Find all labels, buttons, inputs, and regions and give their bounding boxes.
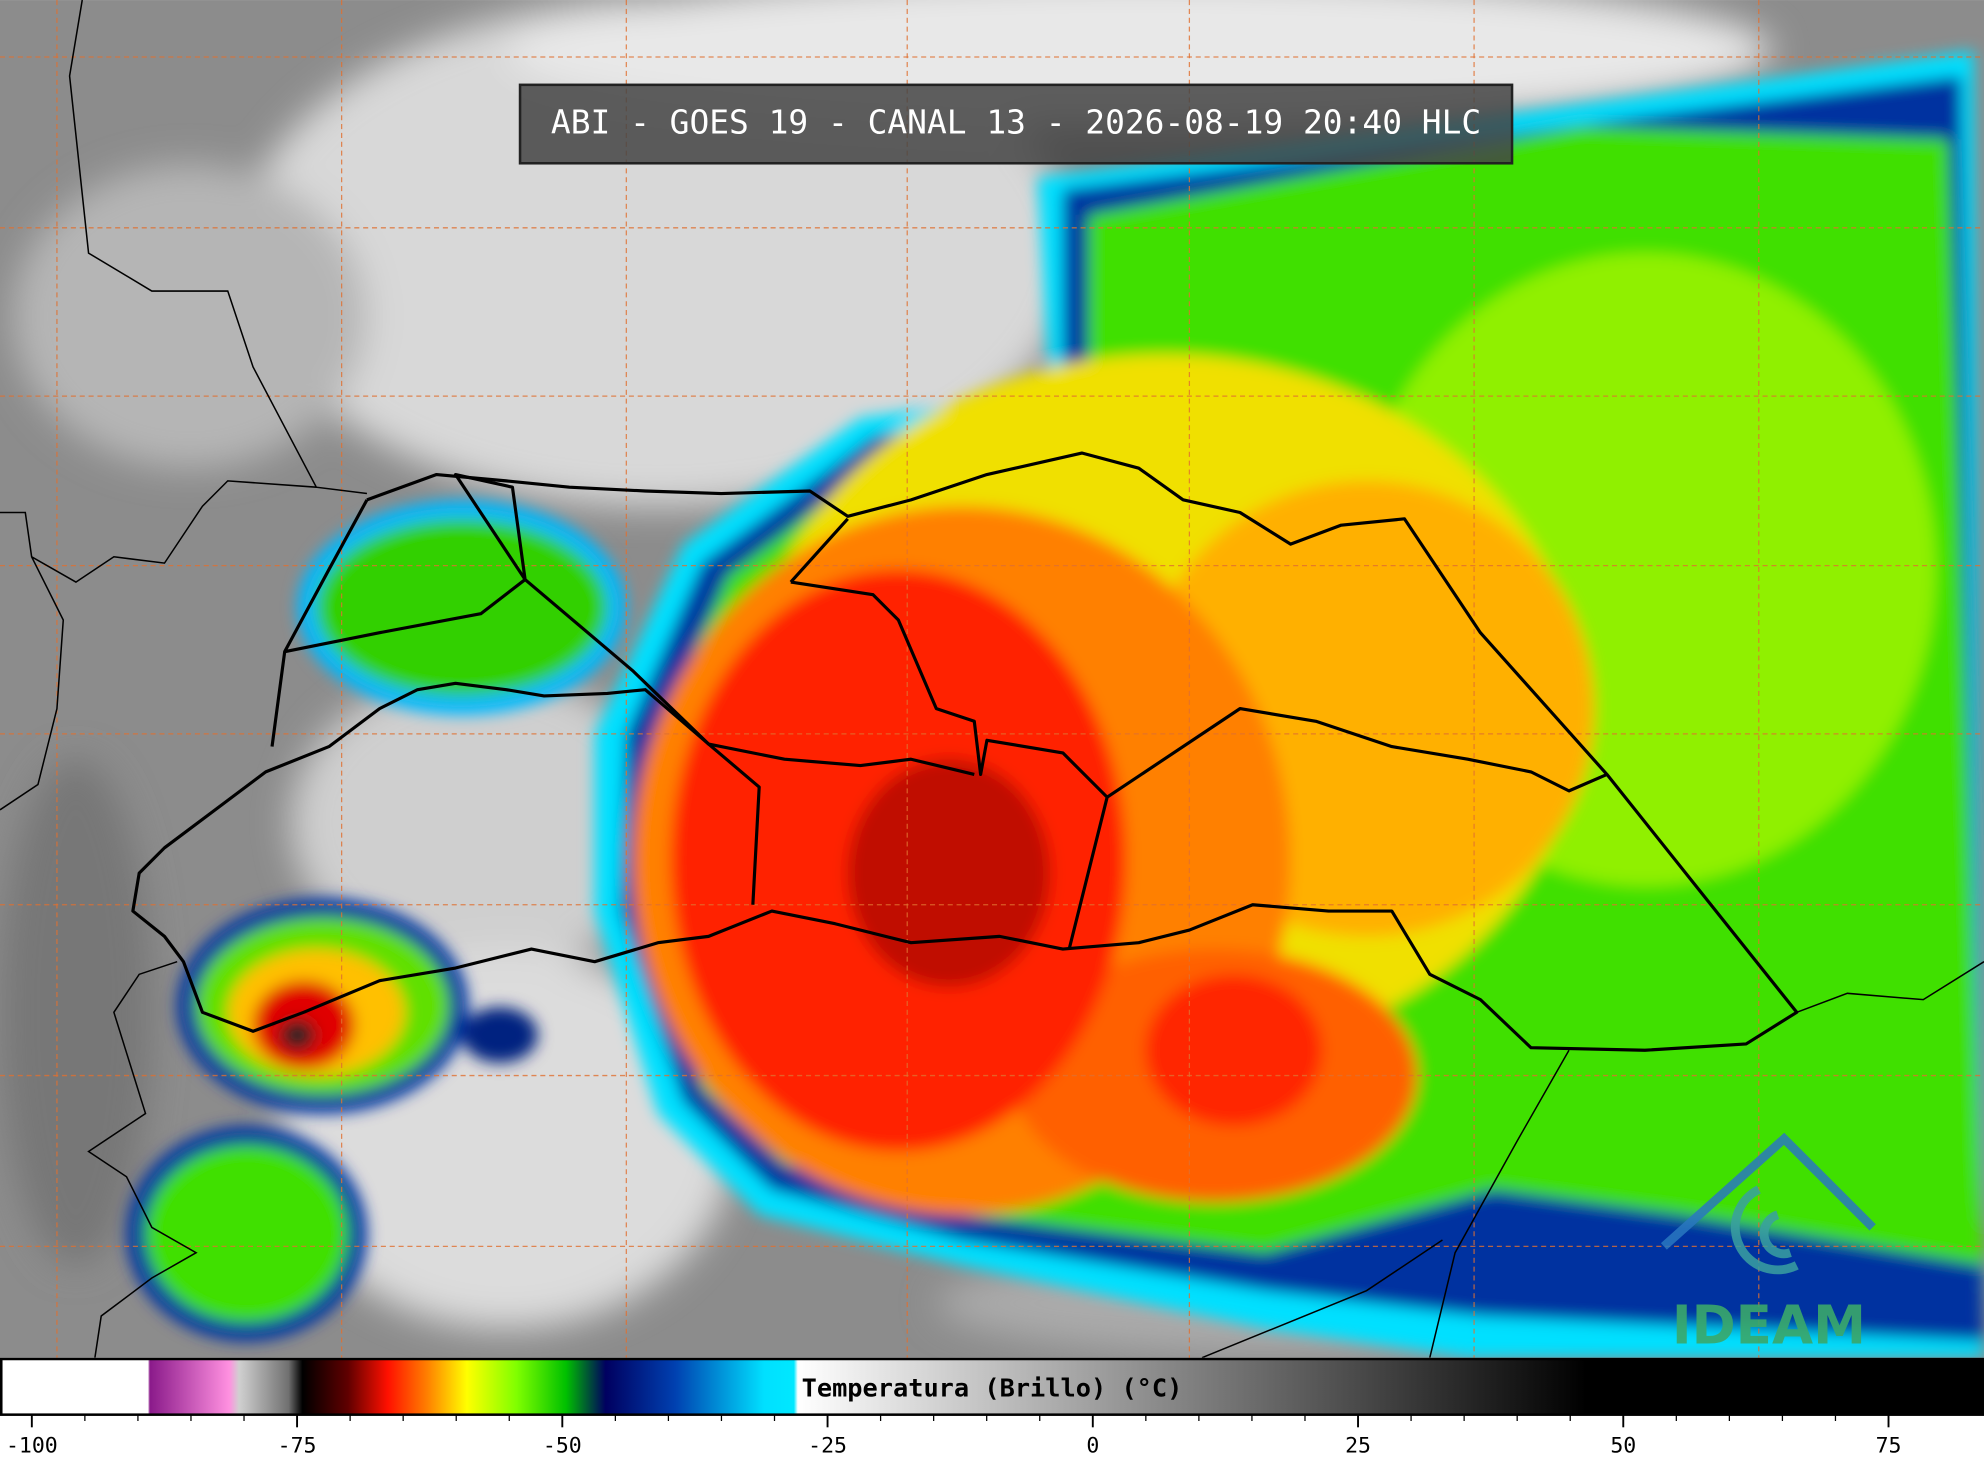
logo	[1660, 1132, 1876, 1275]
tick-label: -25	[808, 1433, 847, 1458]
tick-label: 75	[1876, 1433, 1902, 1458]
tick-label: -50	[543, 1433, 582, 1458]
colorbar-scale	[0, 1357, 1984, 1416]
colorbar: Temperatura (Brillo) (°C)	[0, 1357, 1984, 1459]
logo-text: IDEAM	[1672, 1294, 1866, 1356]
title-box	[518, 83, 1514, 165]
imagery	[0, 0, 1984, 1359]
tick-label: 25	[1345, 1433, 1371, 1458]
tick-label: 0	[1086, 1433, 1099, 1458]
title: ABI - GOES 19 - CANAL 13 - 2026-08-19 20…	[551, 103, 1481, 142]
tick-label: -100	[6, 1433, 58, 1458]
tick-label: -75	[278, 1433, 317, 1458]
borders	[0, 0, 1984, 1359]
grid	[0, 0, 1984, 1358]
tick-label: 50	[1610, 1433, 1636, 1458]
colorbar-label: Temperatura (Brillo) (°C)	[802, 1373, 1183, 1402]
